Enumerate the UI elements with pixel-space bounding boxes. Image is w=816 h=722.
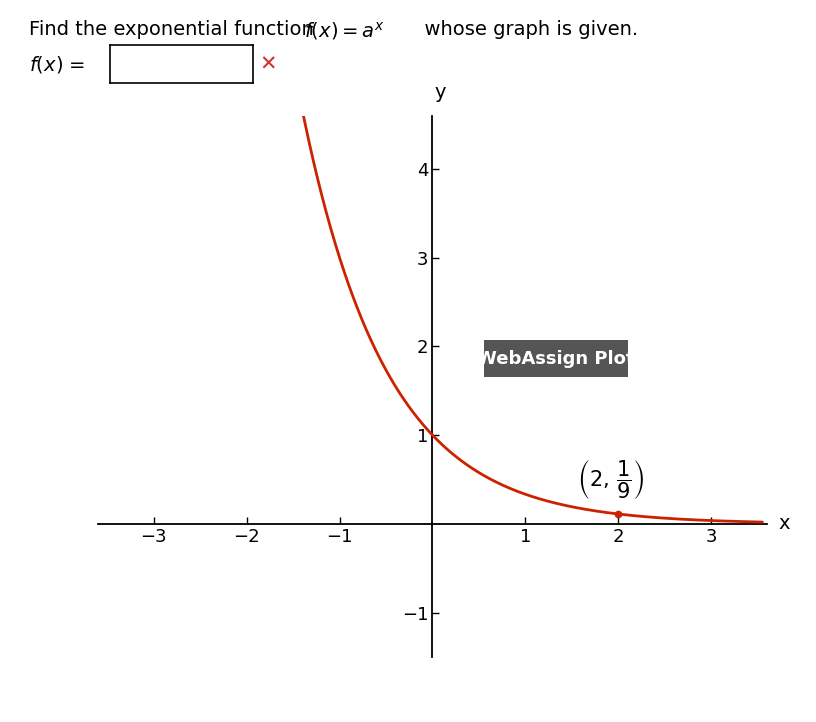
Text: ✕: ✕ [259, 55, 277, 75]
Text: $\left(2,\,\dfrac{1}{9}\right)$: $\left(2,\,\dfrac{1}{9}\right)$ [577, 458, 644, 501]
Text: whose graph is given.: whose graph is given. [412, 20, 638, 39]
Text: $f(x) = a^x$: $f(x) = a^x$ [304, 20, 384, 42]
Text: WebAssign Plot: WebAssign Plot [477, 349, 634, 367]
FancyBboxPatch shape [484, 340, 628, 378]
Text: y: y [434, 83, 446, 103]
Text: x: x [778, 514, 790, 534]
Text: Find the exponential function: Find the exponential function [29, 20, 326, 39]
Text: $f(x)$ =: $f(x)$ = [29, 54, 85, 76]
